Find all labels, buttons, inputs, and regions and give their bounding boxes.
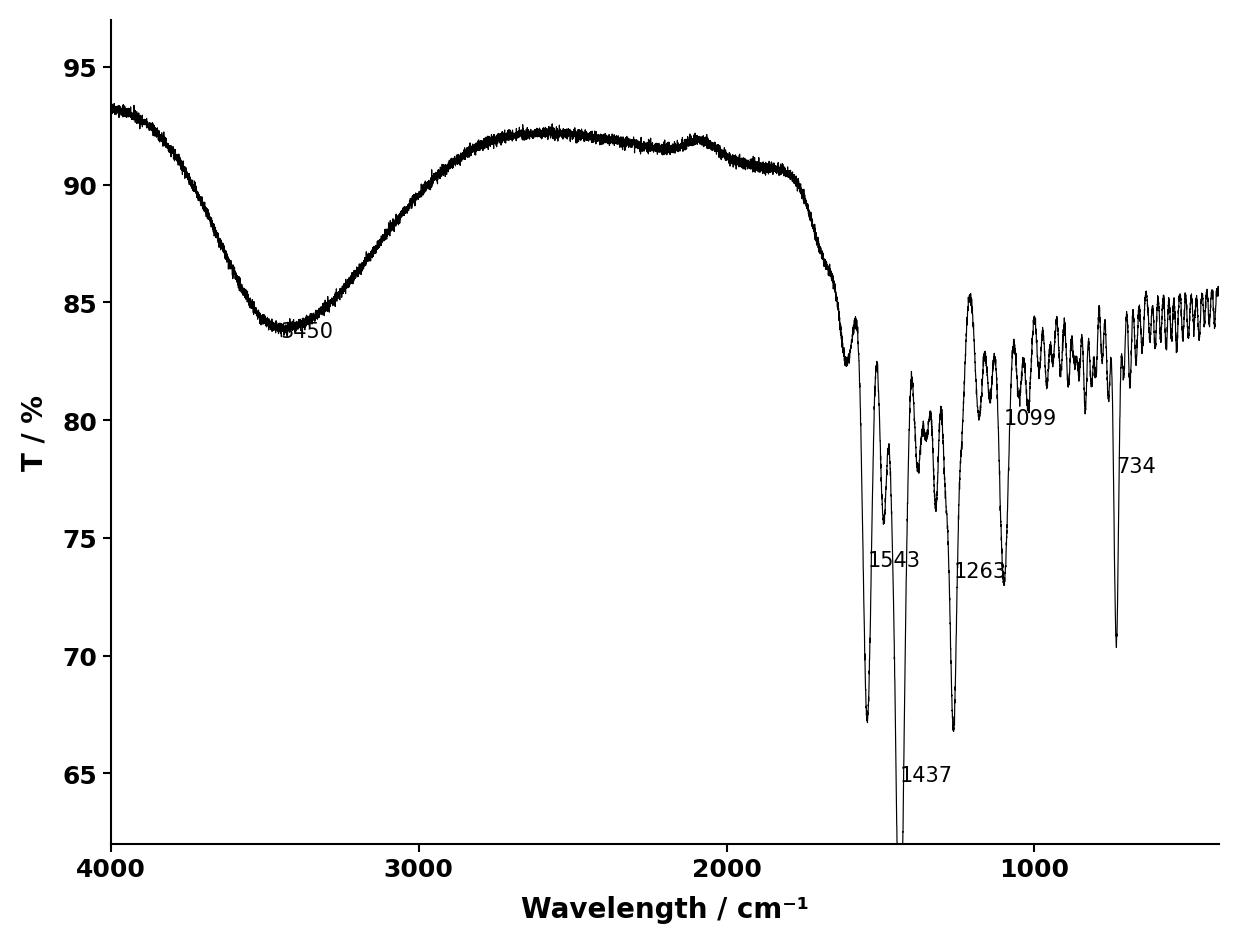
Text: 1099: 1099: [1004, 409, 1058, 429]
Text: 3450: 3450: [280, 322, 334, 342]
Text: 734: 734: [1116, 456, 1156, 476]
Text: 1263: 1263: [954, 562, 1007, 582]
Y-axis label: T / %: T / %: [21, 395, 48, 470]
X-axis label: Wavelength / cm⁻¹: Wavelength / cm⁻¹: [521, 895, 808, 923]
Text: 1543: 1543: [867, 550, 920, 570]
Text: 1437: 1437: [900, 766, 952, 785]
